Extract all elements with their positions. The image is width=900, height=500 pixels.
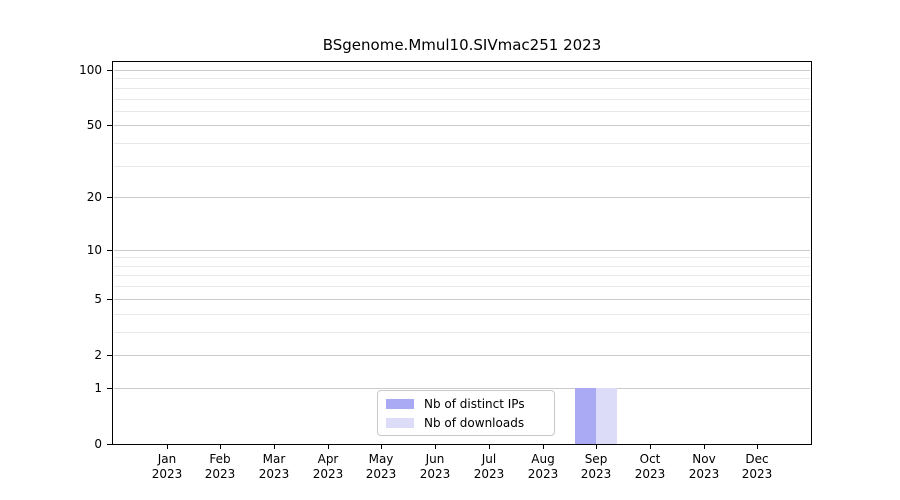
x-tick-label: Dec 2023 <box>741 452 773 481</box>
x-tick-mark <box>167 445 168 449</box>
y-tick-mark <box>107 355 113 356</box>
y-tick-label: 2 <box>94 348 102 362</box>
y-minor-gridline <box>114 88 810 89</box>
x-tick-mark <box>274 445 275 449</box>
y-minor-gridline <box>114 99 810 100</box>
plot-area <box>112 61 812 445</box>
x-tick-mark <box>435 445 436 449</box>
y-gridline <box>114 299 810 300</box>
y-tick-mark <box>107 444 113 445</box>
x-tick-mark <box>489 445 490 449</box>
y-tick-mark <box>107 197 113 198</box>
y-minor-gridline <box>114 111 810 112</box>
y-minor-gridline <box>114 78 810 79</box>
y-gridline <box>114 355 810 356</box>
x-tick-mark <box>650 445 651 449</box>
x-tick-mark <box>704 445 705 449</box>
y-tick-mark <box>107 70 113 71</box>
x-tick-mark <box>220 445 221 449</box>
legend-swatch-distinct-ips-icon <box>386 398 414 409</box>
legend-label-distinct-ips: Nb of distinct IPs <box>424 396 525 411</box>
x-tick-mark <box>543 445 544 449</box>
y-tick-label: 0 <box>94 437 102 451</box>
y-gridline <box>114 70 810 71</box>
y-tick-label: 5 <box>94 292 102 306</box>
x-tick-mark <box>328 445 329 449</box>
y-minor-gridline <box>114 332 810 333</box>
x-tick-mark <box>757 445 758 449</box>
legend-item-distinct-ips: Nb of distinct IPs <box>378 396 554 412</box>
y-minor-gridline <box>114 166 810 167</box>
y-gridline <box>114 388 810 389</box>
y-gridline <box>114 125 810 126</box>
x-tick-label: May 2023 <box>365 452 397 481</box>
legend: Nb of distinct IPs Nb of downloads <box>377 390 555 436</box>
x-tick-mark <box>381 445 382 449</box>
y-gridline <box>114 197 810 198</box>
legend-item-downloads: Nb of downloads <box>378 415 554 431</box>
y-tick-mark <box>107 125 113 126</box>
x-tick-mark <box>596 445 597 449</box>
y-minor-gridline <box>114 257 810 258</box>
y-tick-label: 1 <box>94 381 102 395</box>
y-gridline <box>114 250 810 251</box>
x-tick-label: Mar 2023 <box>258 452 290 481</box>
x-tick-label: Aug 2023 <box>527 452 559 481</box>
bar-downloads <box>596 388 617 444</box>
x-tick-label: Sep 2023 <box>580 452 612 481</box>
y-minor-gridline <box>114 275 810 276</box>
y-tick-label: 100 <box>79 63 102 77</box>
x-tick-label: Jun 2023 <box>419 452 451 481</box>
legend-label-downloads: Nb of downloads <box>424 415 525 430</box>
y-tick-mark <box>107 299 113 300</box>
y-minor-gridline <box>114 266 810 267</box>
x-tick-label: Feb 2023 <box>204 452 236 481</box>
x-tick-label: Oct 2023 <box>634 452 666 481</box>
x-tick-label: Jul 2023 <box>473 452 505 481</box>
y-minor-gridline <box>114 143 810 144</box>
legend-swatch-downloads-icon <box>386 417 414 428</box>
y-tick-label: 50 <box>86 118 102 132</box>
y-minor-gridline <box>114 314 810 315</box>
y-minor-gridline <box>114 286 810 287</box>
y-tick-label: 20 <box>86 190 102 204</box>
y-tick-mark <box>107 250 113 251</box>
chart-title: BSgenome.Mmul10.SIVmac251 2023 <box>322 36 602 54</box>
y-tick-label: 10 <box>86 243 102 257</box>
x-tick-label: Jan 2023 <box>151 452 183 481</box>
bar-distinct-ips <box>575 388 596 444</box>
x-tick-label: Nov 2023 <box>688 452 720 481</box>
x-tick-label: Apr 2023 <box>312 452 344 481</box>
y-tick-mark <box>107 388 113 389</box>
